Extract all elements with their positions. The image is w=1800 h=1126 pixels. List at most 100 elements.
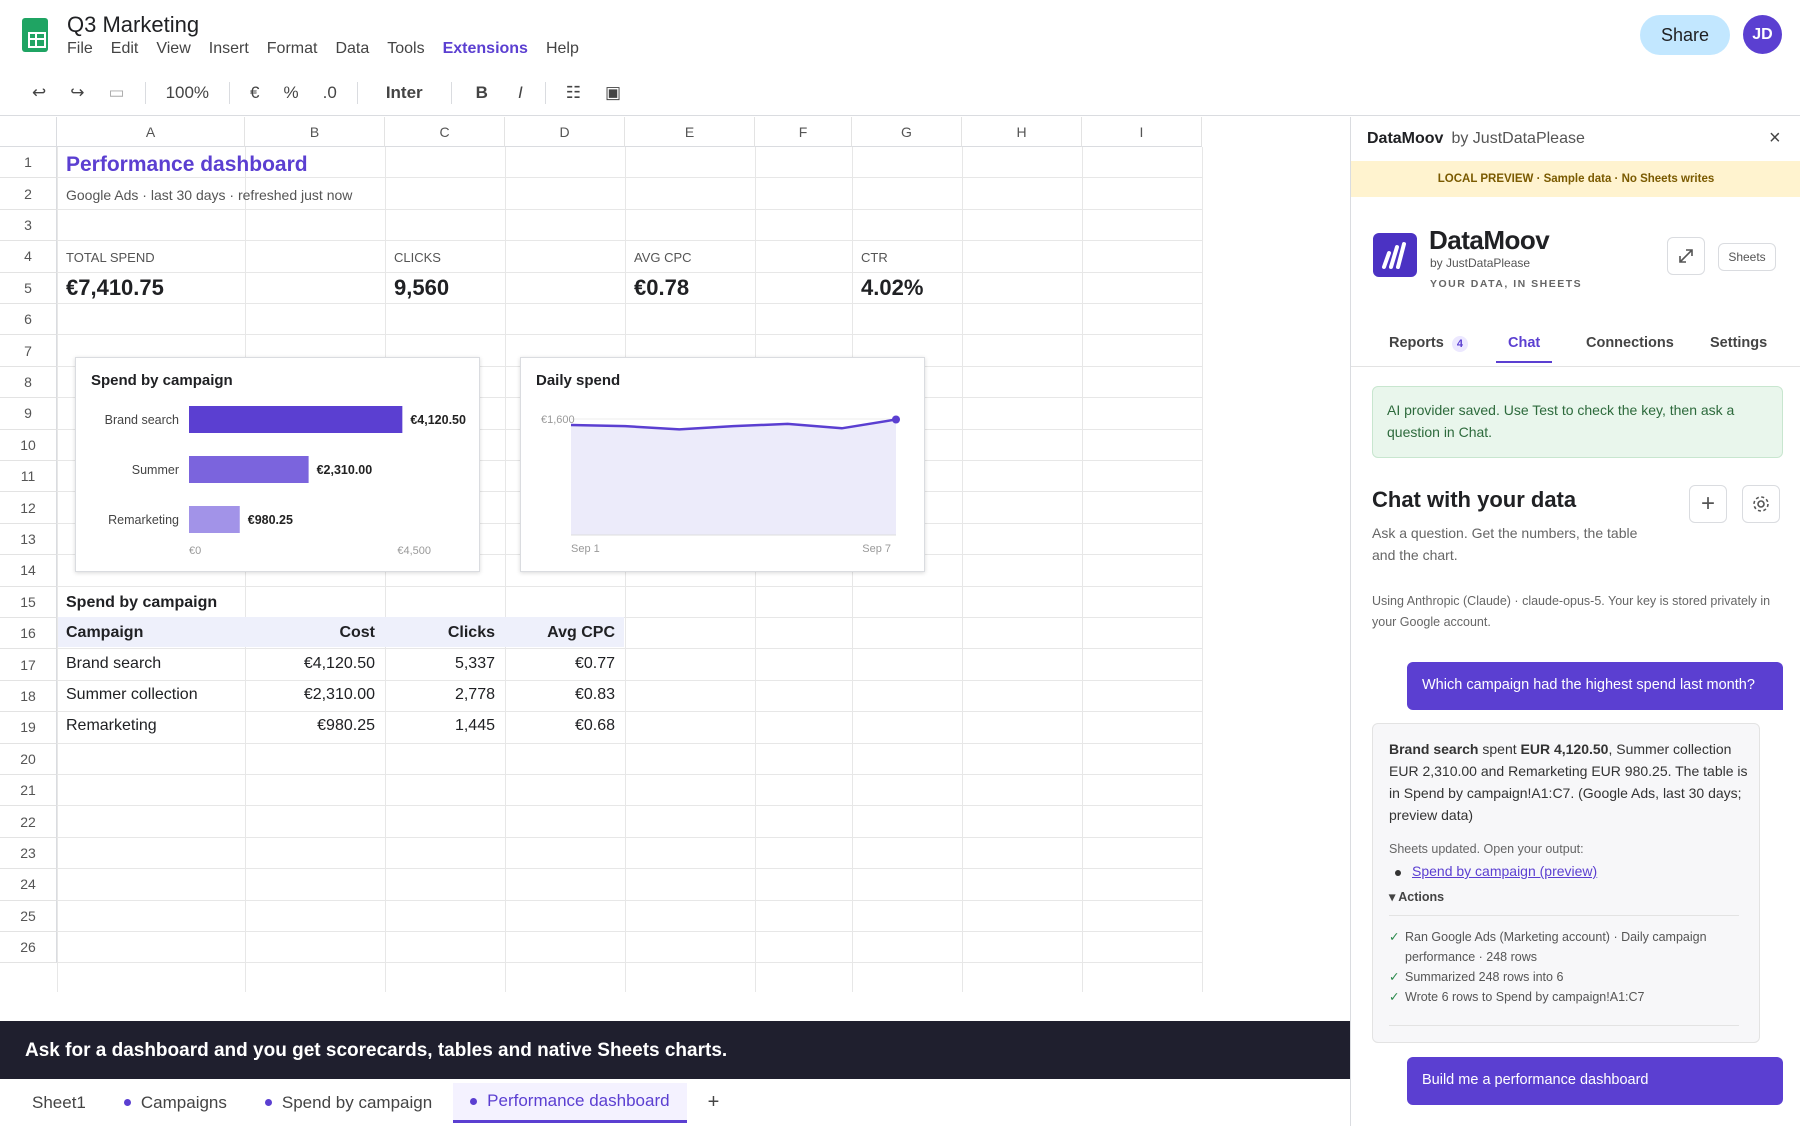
font-select[interactable]: Inter [385, 82, 423, 102]
kpi-value-total-spend[interactable]: €7,410.75 [66, 275, 164, 300]
menu-file[interactable]: File [67, 40, 93, 57]
table-cell[interactable]: Summer collection [66, 686, 198, 703]
table-title[interactable]: Spend by campaign [66, 594, 218, 611]
tab-chat[interactable]: Chat [1496, 335, 1553, 363]
redo-icon[interactable]: ↪ [70, 82, 85, 102]
table-header-cost[interactable]: Cost [339, 624, 375, 641]
row-header-4[interactable]: 4 [0, 241, 57, 273]
column-header-f[interactable]: F [755, 117, 852, 147]
column-header-b[interactable]: B [245, 117, 385, 147]
avatar[interactable]: JD [1743, 15, 1782, 54]
bar[interactable] [189, 406, 403, 433]
currency-format-button[interactable]: € [250, 82, 260, 102]
kpi-label-clicks[interactable]: CLICKS [394, 250, 441, 265]
column-header-a[interactable]: A [57, 117, 245, 147]
menu-tools[interactable]: Tools [387, 40, 425, 57]
row-header-17[interactable]: 17 [0, 649, 57, 681]
row-header-24[interactable]: 24 [0, 869, 57, 901]
italic-button[interactable]: I [517, 82, 523, 102]
menu-format[interactable]: Format [266, 40, 318, 57]
menu-view[interactable]: View [156, 40, 191, 57]
table-header-campaign[interactable]: Campaign [66, 624, 144, 641]
row-header-19[interactable]: 19 [0, 712, 57, 744]
kpi-label-total-spend[interactable]: TOTAL SPEND [66, 250, 155, 265]
sheets-logo-icon[interactable] [22, 18, 48, 52]
decimal-format-button[interactable]: .0 [322, 82, 337, 102]
menu-extensions[interactable]: Extensions [442, 40, 528, 57]
kpi-label-avg-cpc[interactable]: AVG CPC [634, 250, 692, 265]
table-cell[interactable]: €4,120.50 [303, 655, 375, 672]
sheet-tab-sheet1[interactable]: Sheet1 [15, 1083, 103, 1123]
column-header-h[interactable]: H [962, 117, 1082, 147]
daily-spend-chart[interactable]: Daily spend €1,600 Sep 1 Sep 7 [520, 357, 925, 572]
tab-reports[interactable]: Reports 4 [1389, 335, 1468, 352]
column-header-c[interactable]: C [385, 117, 505, 147]
row-header-7[interactable]: 7 [0, 335, 57, 367]
expand-icon[interactable] [1667, 237, 1705, 275]
bold-button[interactable]: B [475, 82, 488, 102]
table-cell[interactable]: €0.77 [574, 655, 615, 672]
table-cell[interactable]: €0.68 [574, 717, 615, 734]
table-cell[interactable]: €0.83 [574, 686, 615, 703]
merge-cells-icon[interactable]: ▣ [604, 82, 621, 102]
row-header-3[interactable]: 3 [0, 209, 57, 242]
kpi-label-ctr[interactable]: CTR [861, 250, 888, 265]
kpi-value-avg-cpc[interactable]: €0.78 [634, 275, 690, 300]
kpi-value-ctr[interactable]: 4.02% [861, 275, 924, 300]
row-header-25[interactable]: 25 [0, 900, 57, 932]
row-header-10[interactable]: 10 [0, 429, 57, 461]
share-button[interactable]: Share [1640, 15, 1730, 55]
row-header-26[interactable]: 26 [0, 932, 57, 964]
row-header-21[interactable]: 21 [0, 775, 57, 807]
table-header-clicks[interactable]: Clicks [447, 624, 495, 641]
row-header-23[interactable]: 23 [0, 837, 57, 870]
row-header-12[interactable]: 12 [0, 492, 57, 524]
column-header-d[interactable]: D [505, 117, 625, 147]
spreadsheet-grid[interactable]: A B C D E F G H I 1 2 3 4 5 6 7 8 9 10 11 12 13 14 15 1… [0, 117, 1350, 1022]
menu-insert[interactable]: Insert [208, 40, 249, 57]
zoom-select[interactable]: 100% [165, 82, 210, 102]
row-header-14[interactable]: 14 [0, 555, 57, 587]
bar[interactable] [189, 506, 240, 533]
gear-icon[interactable] [1742, 485, 1780, 523]
row-header-11[interactable]: 11 [0, 461, 57, 493]
sheet-title[interactable]: Performance dashboard [66, 153, 308, 176]
tab-connections[interactable]: Connections [1586, 335, 1674, 351]
output-link[interactable]: Spend by campaign (preview) [1412, 863, 1598, 879]
kpi-value-clicks[interactable]: 9,560 [394, 275, 450, 300]
undo-icon[interactable]: ↩ [32, 82, 47, 102]
row-header-16[interactable]: 16 [0, 618, 57, 650]
select-all-corner[interactable] [0, 117, 57, 147]
sheet-subtitle[interactable]: Google Ads · last 30 days · refreshed ju… [66, 187, 353, 203]
percent-format-button[interactable]: % [283, 82, 299, 102]
table-cell[interactable]: 5,337 [454, 655, 495, 672]
document-title[interactable]: Q3 Marketing [67, 12, 200, 37]
row-header-9[interactable]: 9 [0, 398, 57, 430]
borders-icon[interactable]: ☷ [565, 82, 581, 102]
close-icon[interactable]: × [1769, 127, 1781, 149]
new-chat-icon[interactable]: + [1689, 485, 1727, 523]
menu-data[interactable]: Data [335, 40, 370, 57]
row-header-20[interactable]: 20 [0, 743, 57, 775]
column-header-i[interactable]: I [1082, 117, 1202, 147]
table-cell[interactable]: Brand search [66, 655, 162, 672]
column-header-e[interactable]: E [625, 117, 755, 147]
tab-settings[interactable]: Settings [1710, 335, 1768, 351]
sheet-tab-performance-dashboard[interactable]: Performance dashboard [453, 1082, 687, 1123]
row-header-22[interactable]: 22 [0, 806, 57, 838]
table-cell[interactable]: Remarketing [66, 717, 157, 734]
row-header-1[interactable]: 1 [0, 147, 57, 179]
table-cell[interactable]: 1,445 [454, 717, 495, 734]
row-header-2[interactable]: 2 [0, 178, 57, 210]
row-header-15[interactable]: 15 [0, 586, 57, 618]
row-header-6[interactable]: 6 [0, 304, 57, 336]
data-point[interactable] [892, 415, 900, 424]
sheet-tab-campaigns[interactable]: Campaigns [107, 1083, 244, 1123]
bar[interactable] [189, 456, 309, 483]
actions-toggle[interactable]: ▾ Actions [1389, 890, 1445, 904]
series-line[interactable] [570, 418, 897, 431]
add-sheet-button[interactable]: + [707, 1091, 720, 1113]
column-header-g[interactable]: G [852, 117, 962, 147]
sheets-button[interactable]: Sheets [1718, 243, 1776, 271]
row-header-18[interactable]: 18 [0, 680, 57, 713]
